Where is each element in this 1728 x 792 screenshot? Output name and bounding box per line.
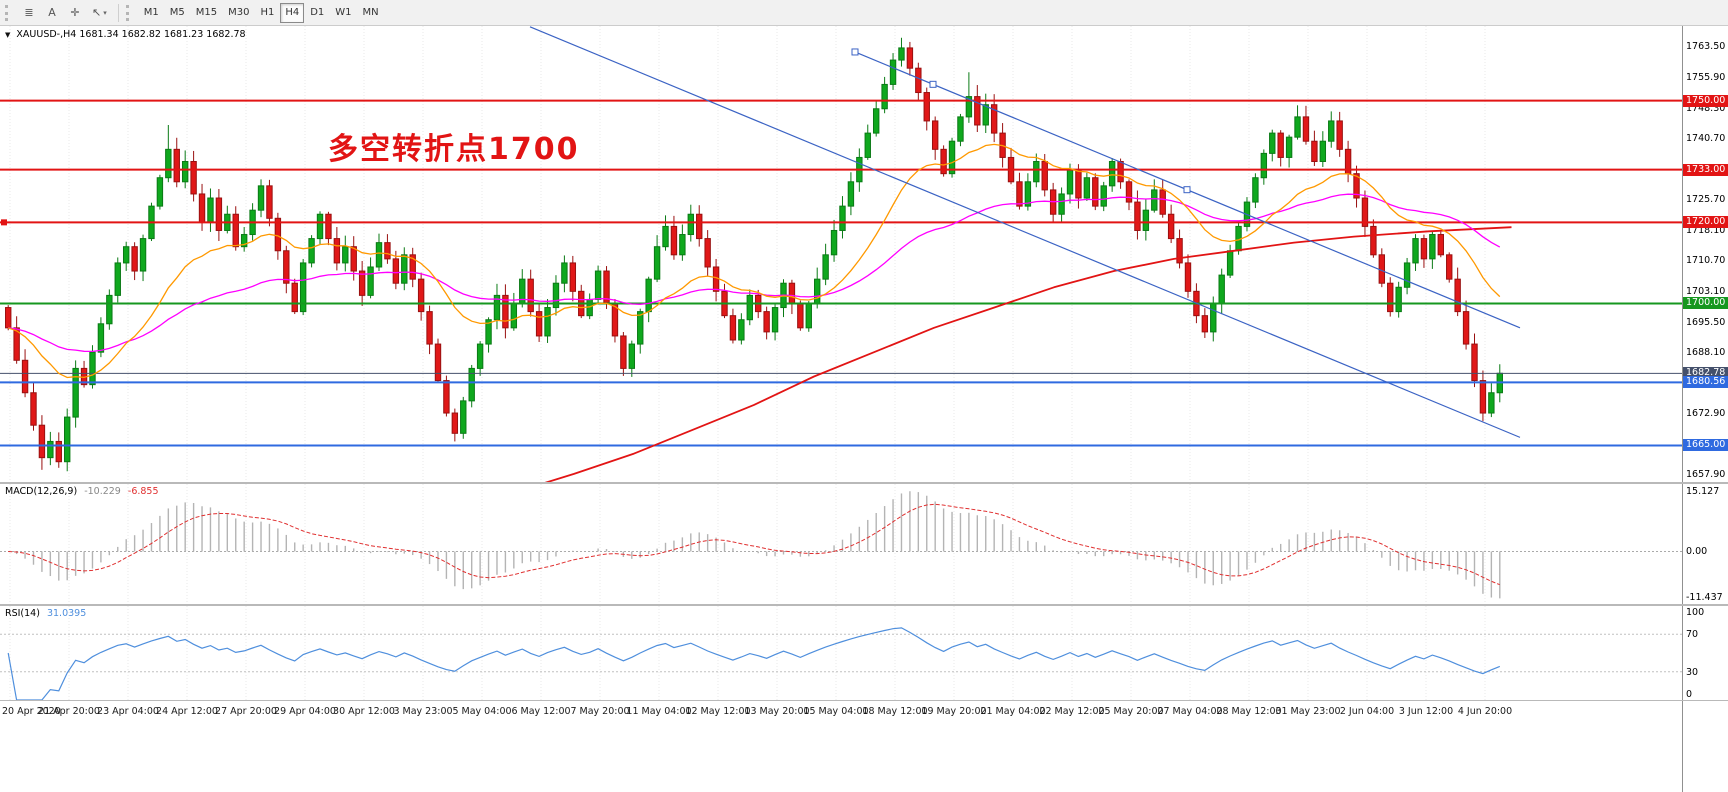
price-tick-label: 1672.90 [1686, 408, 1726, 420]
tf-button-m5[interactable]: M5 [165, 3, 190, 23]
price-tick-label: 1695.50 [1686, 316, 1726, 328]
price-tick-label: 1755.90 [1686, 71, 1726, 83]
price-tick-label: 1763.50 [1686, 40, 1726, 52]
time-axis-label: 24 Apr 12:00 [156, 706, 218, 717]
candlestick-chart[interactable] [0, 26, 1682, 482]
price-line-label: 1720.00 [1683, 216, 1728, 229]
time-axis-label: 27 Apr 20:00 [215, 706, 277, 717]
text-label-tool-icon[interactable]: A [41, 3, 63, 23]
time-axis-label: 19 May 20:00 [921, 706, 987, 717]
rsi-scale-label: 70 [1686, 629, 1699, 641]
tf-button-m1[interactable]: M1 [139, 3, 164, 23]
price-line-label: 1682.78 [1683, 367, 1728, 380]
time-axis-label: 3 Jun 12:00 [1398, 706, 1454, 717]
time-axis-label: 2 Jun 04:00 [1339, 706, 1395, 717]
time-axis-label: 13 May 20:00 [744, 706, 810, 717]
tf-button-w1[interactable]: W1 [330, 3, 356, 23]
tf-button-mn[interactable]: MN [358, 3, 384, 23]
tf-button-h1[interactable]: H1 [255, 3, 279, 23]
symbol-marker-icon: ▼ [5, 31, 11, 39]
rsi-label: RSI(14) 31.0395 [5, 608, 86, 619]
rsi-scale-label: 0 [1686, 689, 1693, 700]
time-axis-label: 15 May 04:00 [803, 706, 869, 717]
panel-separator[interactable] [0, 482, 1728, 484]
macd-main-value: -10.229 [84, 486, 121, 497]
tf-button-m30[interactable]: M30 [223, 3, 254, 23]
price-line-label: 1700.00 [1683, 297, 1728, 310]
time-axis-label: 30 Apr 12:00 [333, 706, 395, 717]
rsi-scale-label: 100 [1686, 607, 1705, 618]
ohlc-values: 1681.34 1682.82 1681.23 1682.78 [79, 29, 246, 40]
toolbar-grip[interactable] [5, 4, 13, 21]
time-axis-label: 12 May 12:00 [685, 706, 751, 717]
time-axis-label: 3 May 23:00 [393, 706, 453, 717]
price-line-label: 1733.00 [1683, 163, 1728, 176]
symbol-info: ▼ XAUUSD-,H4 1681.34 1682.82 1681.23 168… [5, 29, 246, 40]
price-line-label: 1750.00 [1683, 94, 1728, 107]
price-tick-label: 1703.10 [1686, 285, 1726, 297]
rsi-name: RSI(14) [5, 608, 40, 619]
chart-workspace: ▼ XAUUSD-,H4 1681.34 1682.82 1681.23 168… [0, 26, 1728, 792]
time-axis-label: 11 May 04:00 [626, 706, 692, 717]
price-tick-label: 1725.70 [1686, 194, 1726, 206]
time-axis-label: 6 May 12:00 [511, 706, 571, 717]
time-axis-label: 4 Jun 20:00 [1457, 706, 1513, 717]
time-axis-label: 21 Apr 20:00 [38, 706, 100, 717]
tf-button-d1[interactable]: D1 [305, 3, 329, 23]
price-tick-label: 1710.70 [1686, 255, 1726, 267]
time-axis-label: 27 May 04:00 [1157, 706, 1223, 717]
time-axis-label: 7 May 20:00 [570, 706, 630, 717]
symbol-title: XAUUSD-,H4 [16, 29, 77, 40]
macd-scale-label: -11.437 [1686, 592, 1723, 603]
price-line-label: 1680.56 [1683, 376, 1728, 389]
price-tick-label: 1718.10 [1686, 225, 1726, 237]
tf-button-m15[interactable]: M15 [191, 3, 222, 23]
panel-separator[interactable] [0, 604, 1728, 606]
rsi-panel[interactable]: RSI(14) 31.0395 [0, 606, 1682, 700]
time-axis[interactable]: 20 Apr 2020 21 Apr 20:00 23 Apr 04:00 24 Ap… [0, 701, 1682, 727]
main-chart-panel[interactable]: ▼ XAUUSD-,H4 1681.34 1682.82 1681.23 168… [0, 26, 1682, 482]
macd-label: MACD(12,26,9) -10.229 -6.855 [5, 486, 159, 497]
time-axis-label: 21 May 04:00 [980, 706, 1046, 717]
time-axis-label: 5 May 04:00 [452, 706, 512, 717]
chart-annotation-text[interactable]: 多空转折点1700 [328, 132, 580, 167]
rsi-chart[interactable] [0, 606, 1682, 700]
time-axis-label: 23 Apr 04:00 [97, 706, 159, 717]
dropdown-caret-icon: ▾ [103, 8, 107, 17]
macd-chart[interactable] [0, 484, 1682, 604]
cursor-tool-button[interactable]: ↖ ▾ [87, 3, 112, 23]
toolbar-grip[interactable] [125, 4, 134, 21]
price-line-label: 1665.00 [1683, 439, 1728, 452]
toolbar-separator [117, 3, 119, 22]
price-tick-label: 1688.10 [1686, 346, 1726, 358]
time-axis-label: 28 May 12:00 [1216, 706, 1282, 717]
time-axis-label: 31 May 23:00 [1275, 706, 1341, 717]
rsi-scale-label: 30 [1686, 666, 1699, 678]
macd-scale-label: 15.127 [1686, 486, 1720, 497]
macd-name: MACD(12,26,9) [5, 486, 78, 497]
time-axis-label: 25 May 20:00 [1098, 706, 1164, 717]
cursor-icon: ↖ [92, 6, 102, 19]
indicators-list-icon[interactable]: ≣ [18, 3, 40, 23]
panel-separator[interactable] [0, 700, 1728, 701]
price-tick-label: 1657.90 [1686, 469, 1726, 481]
tf-button-h4[interactable]: H4 [280, 2, 305, 23]
time-axis-label: 18 May 12:00 [862, 706, 928, 717]
price-scale[interactable]: 1763.501755.901748.301740.701733.101725.… [1682, 26, 1728, 792]
rsi-value: 31.0395 [46, 608, 87, 619]
time-axis-label: 20 Apr 2020 [2, 706, 61, 717]
time-axis-label: 22 May 12:00 [1039, 706, 1105, 717]
macd-scale-label: 0.00 [1686, 546, 1708, 558]
macd-signal-value: -6.855 [127, 486, 159, 497]
price-tick-label: 1740.70 [1686, 133, 1726, 145]
toolbar: ≣ A ✛ ↖ ▾ M1 M5 M15 M30 H1 H4 D1 W1 MN [0, 0, 1728, 26]
crosshair-tool-icon[interactable]: ✛ [64, 3, 86, 23]
time-axis-label: 29 Apr 04:00 [274, 706, 336, 717]
price-tick-label: 1748.30 [1686, 102, 1726, 114]
macd-panel[interactable]: MACD(12,26,9) -10.229 -6.855 [0, 484, 1682, 604]
